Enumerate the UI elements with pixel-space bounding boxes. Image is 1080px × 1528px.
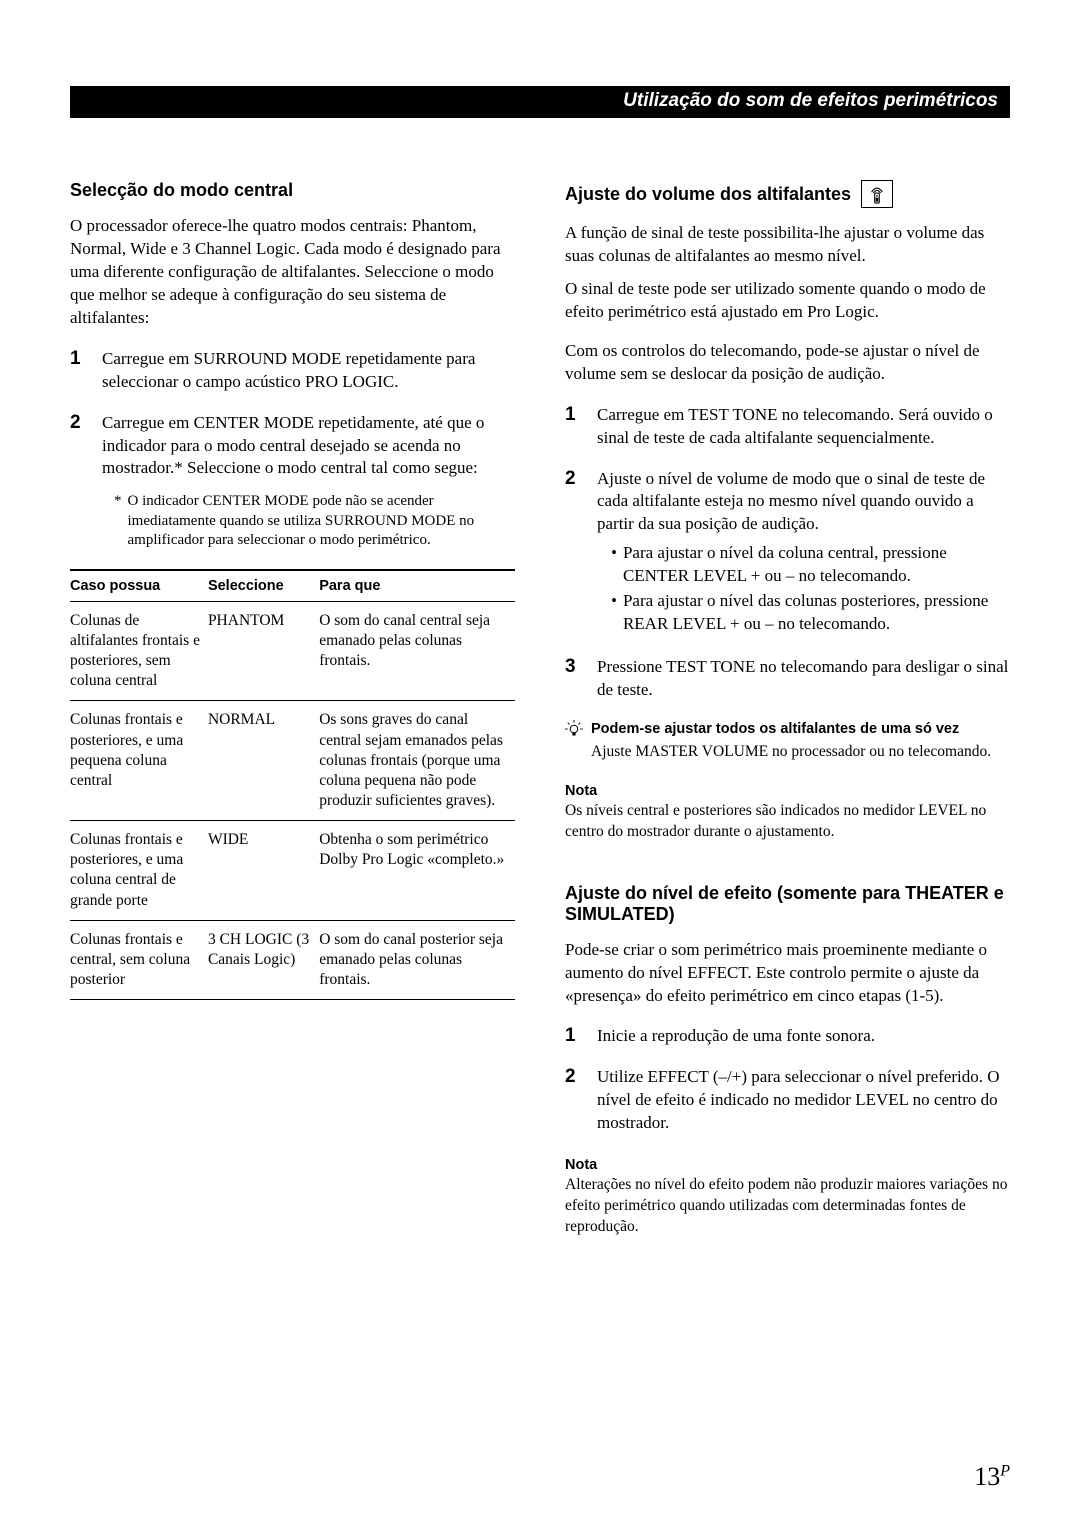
step-number: 2 [565, 1066, 583, 1088]
paragraph: A função de sinal de teste possibilita-l… [565, 222, 1010, 268]
paragraph: Com os controlos do telecomando, pode-se… [565, 340, 1010, 386]
table-cell: O som do canal posterior seja emanado pe… [319, 920, 515, 999]
table-cell: Os sons graves do canal central sejam em… [319, 701, 515, 821]
table-cell: Colunas frontais e posteriores, e uma pe… [70, 701, 208, 821]
paragraph: Pode-se criar o som perimétrico mais pro… [565, 939, 1010, 1008]
step-text: Pressione TEST TONE no telecomando para … [597, 656, 1010, 702]
table-cell: NORMAL [208, 701, 319, 821]
left-intro: O processador oferece-lhe quatro modos c… [70, 215, 515, 330]
table-row: Colunas frontais e central, sem coluna p… [70, 920, 515, 999]
nota-body: Alterações no nível do efeito podem não … [565, 1175, 1010, 1238]
step-number: 2 [565, 468, 583, 490]
paragraph: O sinal de teste pode ser utilizado some… [565, 278, 1010, 324]
table-row: Colunas de altifalantes frontais e poste… [70, 601, 515, 701]
table-cell: Colunas frontais e posteriores, e uma co… [70, 821, 208, 921]
footnote-text: O indicador CENTER MODE pode não se acen… [128, 492, 516, 551]
step-text: Carregue em SURROUND MODE repetidamente … [102, 348, 515, 394]
page-number-suffix: P [1000, 1462, 1010, 1479]
remote-icon [861, 180, 893, 208]
step-text: Ajuste o nível de volume de modo que o s… [597, 469, 985, 534]
tip-body: Ajuste MASTER VOLUME no processador ou n… [591, 743, 991, 761]
table-cell: PHANTOM [208, 601, 319, 701]
table-cell: Colunas de altifalantes frontais e poste… [70, 601, 208, 701]
table-cell: WIDE [208, 821, 319, 921]
sub-bullet-text: Para ajustar o nível das colunas posteri… [623, 590, 1010, 636]
center-mode-table: Caso possua Seleccione Para que Colunas … [70, 569, 515, 1000]
sub-bullet-text: Para ajustar o nível da coluna central, … [623, 542, 1010, 588]
table-cell: Colunas frontais e central, sem coluna p… [70, 920, 208, 999]
step-number: 3 [565, 656, 583, 678]
nota-heading: Nota [565, 1157, 1010, 1173]
table-header: Caso possua [70, 570, 208, 602]
step-text: Carregue em CENTER MODE repetidamente, a… [102, 412, 515, 551]
table-row: Colunas frontais e posteriores, e uma pe… [70, 701, 515, 821]
table-row: Colunas frontais e posteriores, e uma co… [70, 821, 515, 921]
left-column: Selecção do modo central O processador o… [70, 180, 515, 1238]
step-text: Utilize EFFECT (–/+) para seleccionar o … [597, 1066, 1010, 1135]
bullet-dot: • [611, 590, 617, 636]
table-header: Seleccione [208, 570, 319, 602]
table-cell: 3 CH LOGIC (3 Canais Logic) [208, 920, 319, 999]
tip-heading: Podem-se ajustar todos os altifalantes d… [591, 720, 991, 739]
table-cell: Obtenha o som perimétrico Dolby Pro Logi… [319, 821, 515, 921]
page-number-value: 13 [974, 1462, 1000, 1491]
step-number: 2 [70, 412, 88, 434]
section-header-bar: Utilização do som de efeitos perimétrico… [70, 86, 1010, 118]
right-column: Ajuste do volume dos altifalantes A funç… [565, 180, 1010, 1238]
step-number: 1 [70, 348, 88, 370]
bullet-dot: • [611, 542, 617, 588]
table-cell: O som do canal central seja emanado pela… [319, 601, 515, 701]
page-number: 13P [974, 1462, 1010, 1492]
nota-heading: Nota [565, 783, 1010, 799]
tip-lightbulb-icon [565, 720, 583, 743]
step-number: 1 [565, 1025, 583, 1047]
step-text: Inicie a reprodução de uma fonte sonora. [597, 1025, 875, 1048]
step-main-text: Carregue em CENTER MODE repetidamente, a… [102, 413, 484, 478]
right-sec2-heading: Ajuste do nível de efeito (somente para … [565, 883, 1010, 925]
left-heading: Selecção do modo central [70, 180, 515, 201]
step-number: 1 [565, 404, 583, 426]
nota-body: Os níveis central e posteriores são indi… [565, 801, 1010, 843]
footnote-star: * [114, 492, 122, 551]
right-sec1-heading: Ajuste do volume dos altifalantes [565, 184, 851, 205]
step-text: Carregue em TEST TONE no telecomando. Se… [597, 404, 1010, 450]
table-header: Para que [319, 570, 515, 602]
